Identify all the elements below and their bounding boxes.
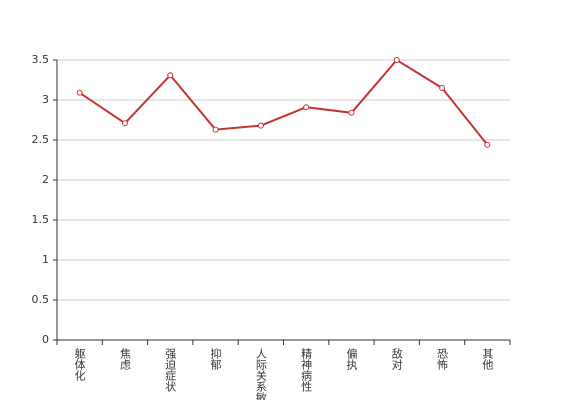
- point: [212, 126, 219, 133]
- y-tick-label: 0.5: [32, 293, 50, 306]
- point: [167, 72, 174, 79]
- y-tick-label: 1.5: [32, 213, 50, 226]
- x-tick-label: 恐怖: [436, 348, 449, 370]
- point: [439, 85, 446, 91]
- x-tick-label: 人际关系敏感: [254, 348, 267, 400]
- point: [348, 109, 355, 116]
- x-tick-label: 抑郁: [209, 347, 222, 370]
- x-tick-label: 精神病性: [300, 348, 313, 393]
- y-tick-label: 2.5: [32, 133, 50, 146]
- y-tick-label: 3.5: [32, 53, 50, 66]
- point: [303, 104, 310, 111]
- x-tick-label: 其他: [481, 348, 494, 370]
- y-tick-label: 2: [42, 173, 49, 186]
- point: [484, 141, 491, 148]
- y-tick-label: 1: [42, 253, 49, 266]
- point: [393, 57, 400, 63]
- y-tick-label: 0: [42, 333, 49, 346]
- line: [79, 58, 489, 146]
- x-tick-label: 焦虑: [118, 348, 131, 370]
- point: [76, 89, 83, 96]
- x-tick-label: 偏执: [345, 347, 358, 371]
- point: [257, 122, 264, 129]
- y-tick-label: 3: [42, 93, 49, 106]
- x-tick-label: 敌对: [390, 347, 403, 370]
- point: [121, 120, 128, 127]
- x-tick-label: 强迫症状: [164, 348, 177, 392]
- x-tick-label: 躯体化: [73, 348, 86, 382]
